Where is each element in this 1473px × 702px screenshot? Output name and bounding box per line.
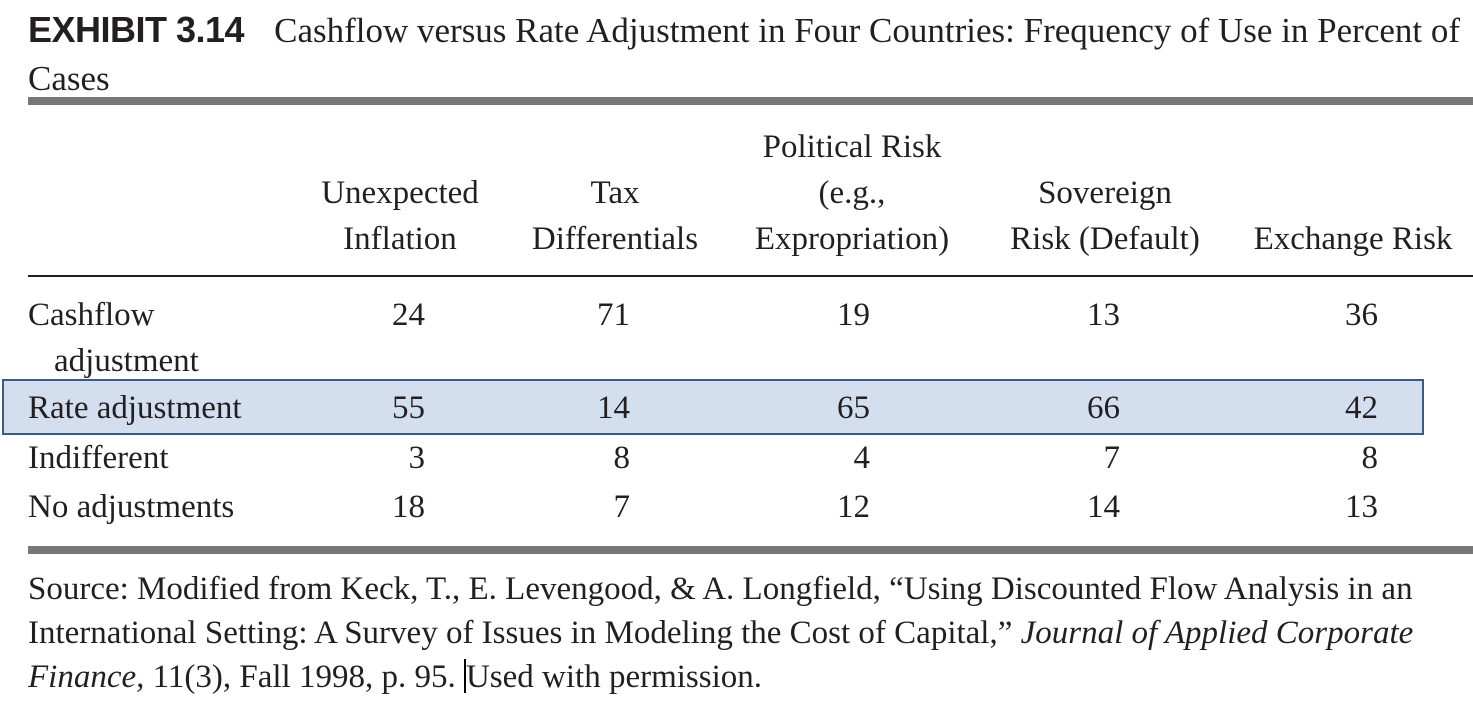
- column-header-line: Sovereign: [1038, 175, 1172, 211]
- row-label-cashflow-adjustment: Cashflow adjustment: [28, 292, 199, 384]
- table-cell: 36: [1345, 297, 1378, 333]
- column-header-unexpected-inflation: Unexpected Inflation: [300, 122, 500, 262]
- column-header-line: Risk (Default): [1010, 221, 1200, 257]
- column-header-exchange-risk: Exchange Risk: [1233, 122, 1473, 262]
- table-cell: 8: [613, 440, 631, 476]
- source-journal: Journal of Applied Corporate Finance,: [28, 615, 1414, 695]
- table-cell: 24: [392, 297, 425, 333]
- table-cell: 19: [837, 297, 870, 333]
- column-header-tax-differentials: Tax Differentials: [515, 122, 715, 262]
- row-label-line: adjustment: [54, 343, 199, 379]
- row-label-no-adjustments: No adjustments: [28, 484, 234, 530]
- column-header-line: Exchange Risk: [1253, 221, 1453, 257]
- table-cell: 3: [408, 440, 426, 476]
- source-citation: 11(3), Fall 1998, p. 95.: [144, 659, 464, 695]
- table-cell: 18: [392, 489, 425, 525]
- table-cell: 55: [392, 390, 425, 426]
- column-header-line: (e.g.,: [818, 175, 886, 211]
- table-cell: 14: [597, 390, 630, 426]
- row-label-line: No adjustments: [28, 489, 235, 525]
- exhibit-title: EXHIBIT 3.14 Cashflow versus Rate Adjustm…: [28, 6, 1468, 103]
- column-header-political-risk: Political Risk (e.g., Expropriation): [732, 122, 972, 262]
- table-cell: 12: [837, 489, 870, 525]
- table-cell: 14: [1087, 489, 1120, 525]
- column-header-line: Expropriation): [754, 221, 950, 257]
- column-header-line: Unexpected: [321, 175, 479, 211]
- text-cursor: [463, 659, 466, 693]
- column-header-line: Tax: [590, 175, 640, 211]
- table-cell: 65: [837, 390, 870, 426]
- exhibit-label: EXHIBIT 3.14: [28, 9, 245, 50]
- source-text: Source: Modified from Keck, T., E. Leven…: [28, 571, 1413, 651]
- table-cell: 13: [1345, 489, 1378, 525]
- row-highlight: [2, 379, 1424, 435]
- column-header-line: Political Risk: [762, 129, 942, 165]
- table-cell: 4: [853, 440, 871, 476]
- table-cell: 7: [613, 489, 631, 525]
- top-rule: [28, 97, 1473, 105]
- column-header-line: Inflation: [343, 221, 457, 257]
- table-cell: 13: [1087, 297, 1120, 333]
- table-cell: 7: [1103, 440, 1121, 476]
- exhibit-title-text: Cashflow versus Rate Adjustment in Four …: [28, 11, 1461, 98]
- source-permission: Used with permission.: [465, 659, 763, 695]
- bottom-rule: [28, 546, 1473, 554]
- row-label-line: Cashflow: [28, 297, 155, 333]
- header-rule: [28, 275, 1473, 277]
- column-header-sovereign-risk: Sovereign Risk (Default): [985, 122, 1225, 262]
- table-cell: 66: [1087, 390, 1120, 426]
- row-label-rate-adjustment: Rate adjustment: [28, 385, 242, 431]
- row-label-line: Indifferent: [28, 440, 169, 476]
- table-cell: 71: [597, 297, 630, 333]
- table-cell: 42: [1345, 390, 1378, 426]
- source-note: Source: Modified from Keck, T., E. Leven…: [28, 567, 1468, 699]
- table-cell: 8: [1361, 440, 1379, 476]
- column-header-line: Differentials: [531, 221, 699, 257]
- row-label-indifferent: Indifferent: [28, 435, 169, 481]
- row-label-line: Rate adjustment: [28, 390, 242, 426]
